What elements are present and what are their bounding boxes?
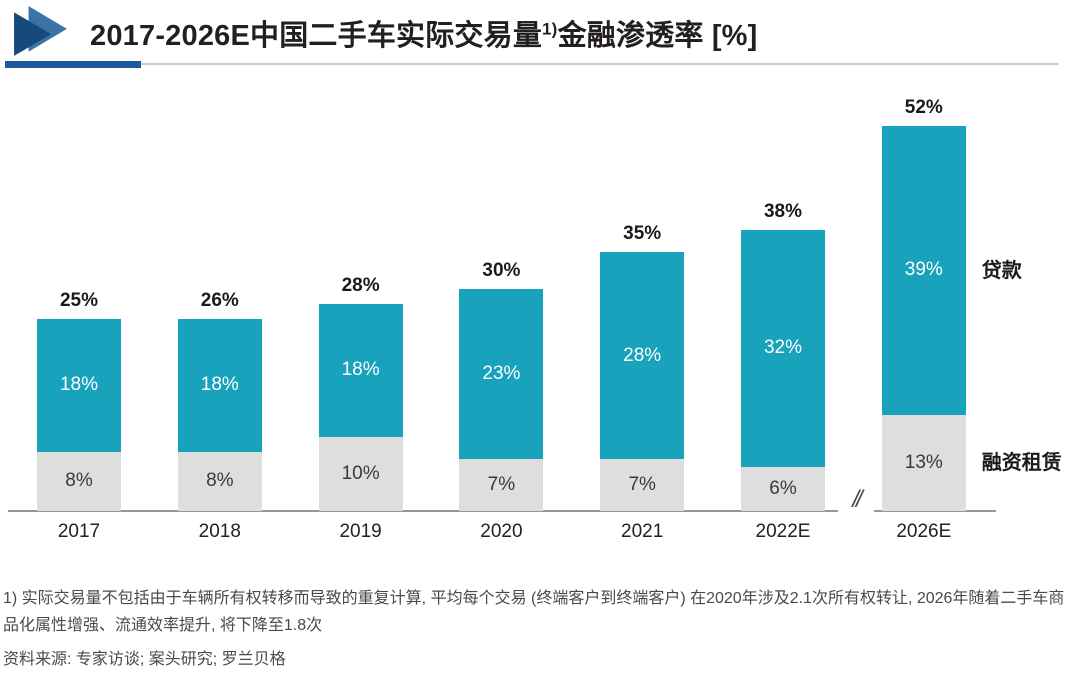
bar-segment-loan-2022E: 32% — [741, 229, 825, 467]
segment-value-label: 39% — [904, 259, 943, 281]
x-axis-line — [8, 510, 996, 512]
bar-segment-lease-2017: 8% — [37, 451, 121, 511]
stacked-bar-chart: // 8% 18% 25% 2017 8% 18% 26% 2018 10% 18% 28% 2019… — [0, 80, 1080, 555]
header-accent-bar — [5, 61, 141, 68]
page-title-suffix: 金融渗透率 [%] — [557, 20, 758, 52]
series-label-loan: 贷款 — [981, 259, 1022, 282]
total-label-2019: 28% — [341, 274, 380, 296]
segment-value-label: 13% — [904, 451, 943, 473]
total-label-2022E: 38% — [763, 200, 803, 222]
series-label-lease: 融资租赁 — [981, 451, 1062, 474]
page-title: 2017-2026E中国二手车实际交易量1)金融渗透率 [%] — [90, 12, 758, 54]
bar-segment-lease-2022E: 6% — [741, 466, 825, 511]
bar-segment-loan-2020: 23% — [459, 289, 544, 460]
bar-segment-loan-2019: 18% — [318, 303, 403, 437]
segment-value-label: 10% — [341, 463, 380, 484]
total-label-2018: 26% — [200, 289, 239, 311]
x-axis-label-2021: 2021 — [621, 521, 664, 542]
page-title-prefix: 2017-2026E中国二手车实际交易量 — [90, 20, 543, 52]
page-title-footnote-marker: 1) — [542, 19, 558, 39]
bar-segment-lease-2026E: 13% — [881, 414, 966, 511]
segment-value-label: 18% — [341, 359, 380, 381]
segment-value-label: 28% — [623, 344, 662, 366]
segment-value-label: 23% — [482, 363, 521, 385]
x-axis-label-2022E: 2022E — [755, 521, 811, 542]
x-axis-label-2019: 2019 — [339, 521, 382, 542]
bar-segment-lease-2019: 10% — [318, 437, 403, 511]
bar-segment-lease-2018: 8% — [177, 451, 262, 511]
bar-segment-loan-2017: 18% — [37, 318, 121, 452]
bar-segment-lease-2020: 7% — [459, 459, 544, 511]
segment-value-label: 6% — [769, 477, 797, 499]
bar-segment-loan-2018: 18% — [177, 318, 262, 452]
bar-segment-loan-2026E: 39% — [881, 126, 966, 415]
total-label-2021: 35% — [623, 223, 662, 244]
segment-value-label: 8% — [65, 470, 93, 492]
x-axis-label-2018: 2018 — [198, 521, 241, 542]
segment-value-label: 18% — [59, 374, 99, 396]
segment-value-label: 32% — [763, 337, 803, 359]
segment-value-label: 7% — [628, 474, 656, 496]
x-axis-label-2017: 2017 — [57, 521, 101, 542]
total-label-2026E: 52% — [904, 97, 943, 119]
axis-break-mark: // — [838, 484, 874, 516]
segment-value-label: 18% — [200, 374, 239, 396]
header: 2017-2026E中国二手车实际交易量1)金融渗透率 [%] — [0, 0, 1080, 80]
total-label-2020: 30% — [482, 260, 521, 281]
fast-forward-icon — [14, 6, 67, 56]
segment-value-label: 7% — [487, 474, 516, 496]
bar-segment-lease-2021: 7% — [600, 459, 685, 511]
x-axis-label-2026E: 2026E — [896, 521, 952, 542]
source-line: 资料来源: 专家访谈; 案头研究; 罗兰贝格 — [3, 651, 286, 668]
footnote: 1) 实际交易量不包括由于车辆所有权转移而导致的重复计算, 平均每个交易 (终端… — [3, 590, 1065, 634]
bar-segment-loan-2021: 28% — [600, 252, 685, 460]
segment-value-label: 8% — [206, 470, 234, 492]
header-divider-line — [141, 63, 1059, 65]
x-axis-label-2020: 2020 — [480, 521, 523, 542]
total-label-2017: 25% — [59, 289, 99, 311]
